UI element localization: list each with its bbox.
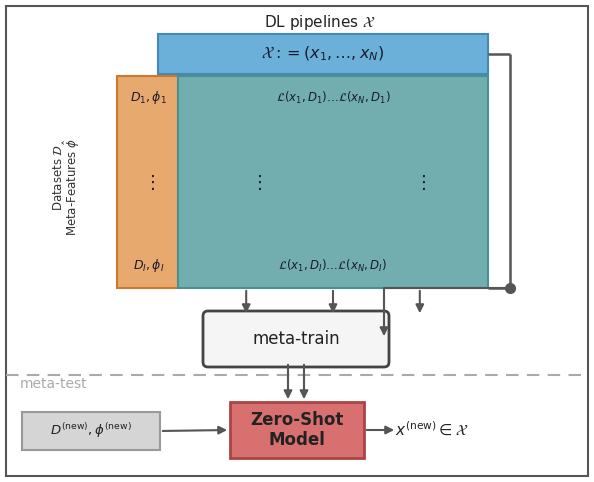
Text: Meta-Features $\hat{\phi}$: Meta-Features $\hat{\phi}$ <box>62 138 83 236</box>
Text: meta-train: meta-train <box>252 330 340 348</box>
Text: $\mathcal{L}(x_1, D_1)\ldots\mathcal{L}(x_N, D_1)$: $\mathcal{L}(x_1, D_1)\ldots\mathcal{L}(… <box>276 90 390 106</box>
Text: $\vdots$: $\vdots$ <box>414 173 426 191</box>
Text: DL pipelines $\mathcal{X}$: DL pipelines $\mathcal{X}$ <box>264 13 376 32</box>
Text: $\mathcal{X} := (x_1, \ldots, x_N)$: $\mathcal{X} := (x_1, \ldots, x_N)$ <box>261 45 384 63</box>
Text: Zero-Shot
Model: Zero-Shot Model <box>250 411 344 449</box>
Text: $\vdots$: $\vdots$ <box>249 173 261 191</box>
FancyBboxPatch shape <box>117 76 180 288</box>
FancyBboxPatch shape <box>230 402 364 458</box>
Text: $D^{(\mathrm{new})}, \phi^{(\mathrm{new})}$: $D^{(\mathrm{new})}, \phi^{(\mathrm{new}… <box>50 422 132 441</box>
Text: $D_1, \phi_1$: $D_1, \phi_1$ <box>130 90 167 107</box>
FancyBboxPatch shape <box>178 76 488 288</box>
Text: $\mathcal{L}(x_1, D_I)\ldots\mathcal{L}(x_N, D_I)$: $\mathcal{L}(x_1, D_I)\ldots\mathcal{L}(… <box>279 258 387 274</box>
Text: $\vdots$: $\vdots$ <box>143 173 154 191</box>
Text: $D_I, \phi_I$: $D_I, \phi_I$ <box>132 257 165 275</box>
FancyBboxPatch shape <box>158 34 488 74</box>
Text: Datasets $\mathcal{D}$: Datasets $\mathcal{D}$ <box>52 144 65 211</box>
Text: meta-test: meta-test <box>20 377 88 391</box>
FancyBboxPatch shape <box>22 412 160 450</box>
FancyBboxPatch shape <box>203 311 389 367</box>
Text: $x^{(\mathrm{new})} \in \mathcal{X}$: $x^{(\mathrm{new})} \in \mathcal{X}$ <box>395 421 469 439</box>
